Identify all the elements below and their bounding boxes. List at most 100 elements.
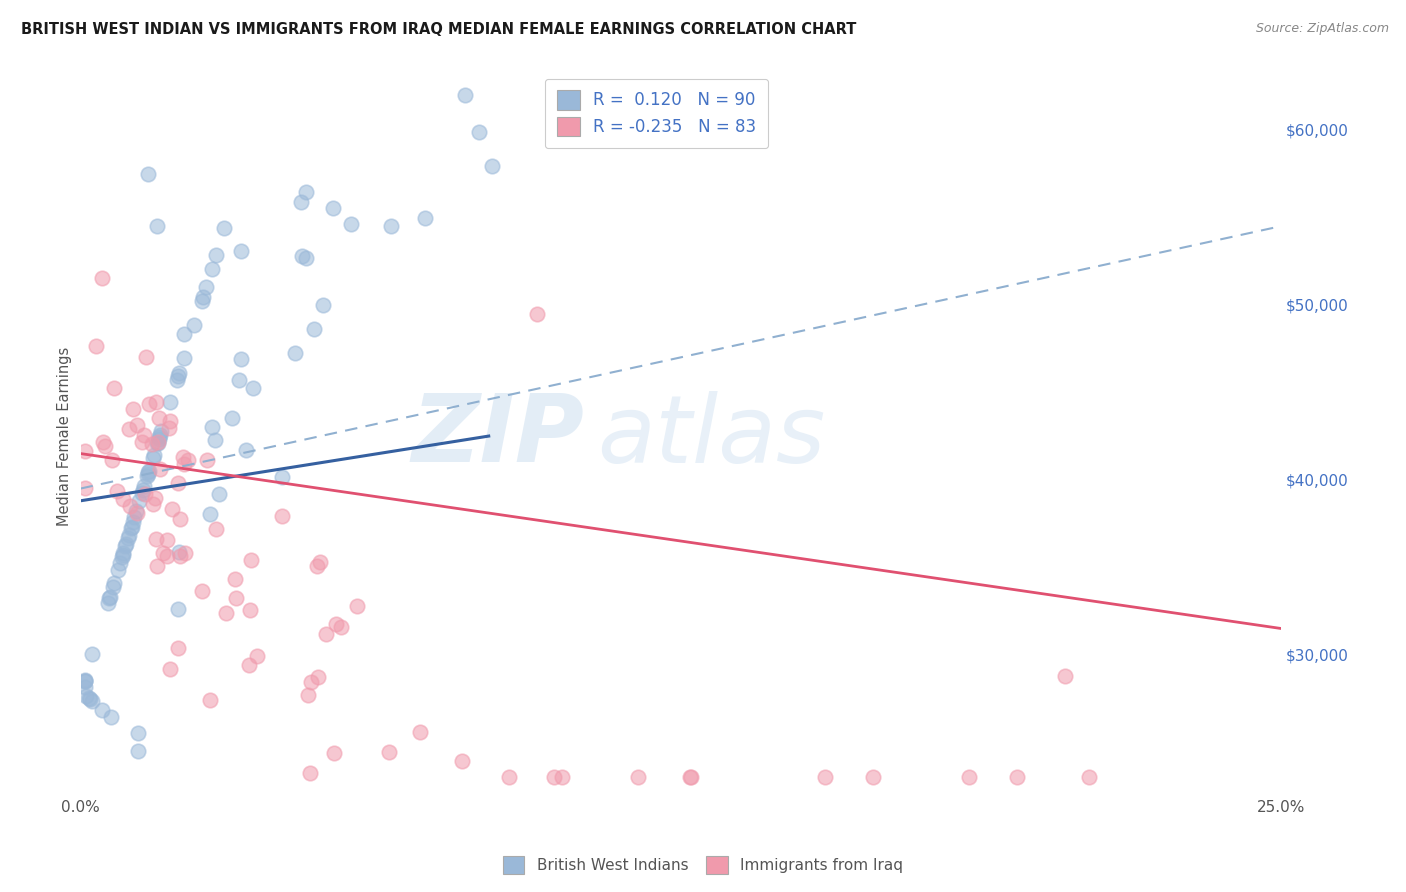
Point (183, 318, 205, 332)
Point (238, 658, 260, 673)
Point (125, 504, 148, 518)
Point (312, 298, 335, 312)
Point (75, 673, 97, 687)
Point (143, 491, 166, 505)
Point (200, 507, 222, 521)
Point (207, 487, 229, 501)
Point (307, 559, 329, 574)
Point (117, 531, 139, 545)
Point (115, 536, 138, 550)
Point (155, 549, 177, 563)
Point (118, 499, 141, 513)
Text: Source: ZipAtlas.com: Source: ZipAtlas.com (1256, 22, 1389, 36)
Point (142, 448, 165, 462)
Point (156, 533, 179, 547)
Point (146, 559, 169, 574)
Point (322, 201, 344, 215)
Point (135, 350, 157, 364)
Point (454, 87, 477, 102)
Point (814, 770, 837, 784)
Point (111, 491, 134, 506)
Point (679, 770, 702, 784)
Point (127, 744, 149, 758)
Point (80, 647, 103, 661)
Point (413, 211, 436, 225)
Point (127, 418, 149, 433)
Point (172, 450, 194, 464)
Point (450, 754, 472, 768)
Point (121, 519, 143, 533)
Point (330, 620, 353, 634)
Point (100, 453, 122, 467)
Point (1078, 770, 1101, 784)
Point (111, 549, 134, 563)
Point (271, 508, 294, 523)
Point (136, 467, 159, 482)
Point (174, 546, 197, 560)
Point (142, 497, 165, 511)
Point (100, 710, 122, 724)
Point (481, 159, 503, 173)
Point (94, 439, 117, 453)
Point (197, 453, 219, 467)
Point (125, 506, 148, 520)
Point (77, 690, 100, 705)
Point (225, 591, 247, 605)
Point (302, 322, 325, 336)
Point (101, 580, 124, 594)
Point (141, 437, 163, 451)
Point (146, 435, 169, 450)
Point (214, 220, 236, 235)
Point (543, 770, 565, 784)
Point (228, 373, 250, 387)
Point (146, 436, 169, 450)
Point (103, 382, 125, 396)
Point (120, 520, 142, 534)
Point (167, 545, 190, 559)
Point (122, 402, 145, 417)
Point (1005, 770, 1028, 784)
Point (148, 430, 170, 444)
Point (131, 485, 153, 500)
Point (118, 528, 141, 542)
Point (205, 522, 228, 536)
Point (177, 453, 200, 467)
Point (114, 539, 136, 553)
Point (169, 512, 191, 526)
Point (173, 351, 195, 365)
Point (294, 185, 316, 199)
Point (159, 414, 181, 428)
Point (299, 674, 322, 689)
Point (110, 556, 132, 570)
Point (145, 395, 167, 409)
Point (242, 381, 264, 395)
Point (679, 770, 702, 784)
Point (124, 510, 146, 524)
Point (84, 339, 107, 353)
Point (136, 469, 159, 483)
Point (75, 689, 97, 703)
Point (862, 770, 884, 784)
Point (346, 599, 368, 613)
Point (205, 248, 228, 262)
Point (290, 194, 312, 209)
Point (132, 483, 155, 497)
Point (136, 167, 159, 181)
Point (75, 674, 97, 689)
Point (167, 368, 190, 383)
Point (235, 442, 257, 457)
Point (75, 444, 97, 458)
Point (221, 410, 243, 425)
Point (132, 479, 155, 493)
Point (297, 688, 319, 702)
Point (128, 494, 150, 508)
Point (323, 746, 346, 760)
Point (284, 345, 307, 359)
Point (240, 553, 263, 567)
Point (191, 583, 214, 598)
Point (1053, 669, 1076, 683)
Point (91, 435, 114, 450)
Point (150, 424, 173, 438)
Point (169, 366, 191, 380)
Legend: British West Indians, Immigrants from Iraq: British West Indians, Immigrants from Ir… (496, 850, 910, 880)
